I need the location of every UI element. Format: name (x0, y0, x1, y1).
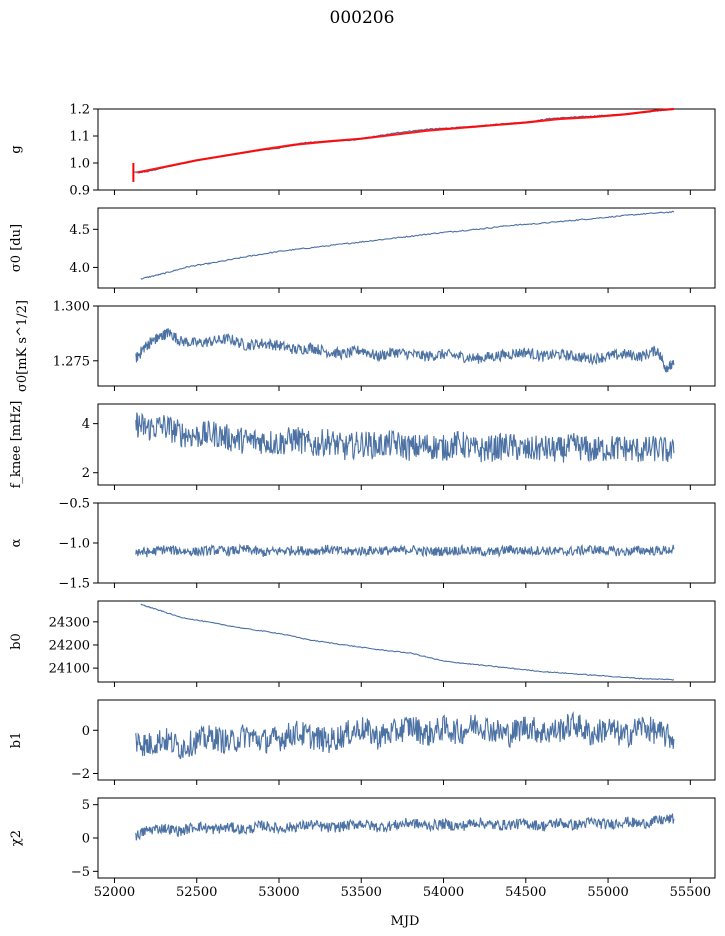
panel-6-ylabel: b0 (9, 633, 24, 650)
panel-5-frame (97, 502, 716, 584)
panel-6-frame (97, 600, 716, 683)
panel-2-series-line (140, 210, 675, 280)
panel-1-ytick-label: 1.1 (69, 130, 90, 145)
panel-2-ytick-label: 4.0 (69, 261, 90, 276)
x-axis-label: MJD (391, 914, 420, 929)
panel-4-series-line (135, 412, 675, 463)
panel-1-ytick-label: 0.9 (69, 184, 90, 199)
panel-6-series-line (140, 603, 675, 681)
figure-title: 000206 (330, 8, 395, 28)
panel-2-ytick-label: 4.5 (69, 223, 90, 238)
panel-2-ylabel: σ0 [du] (9, 224, 24, 272)
panel-4-ylabel: f_knee [mHz] (9, 401, 24, 489)
xtick-label: 54000 (423, 885, 464, 900)
xtick-label: 52500 (176, 885, 217, 900)
panel-2-frame (97, 207, 716, 289)
panel-1-frame (97, 108, 716, 191)
panel-4-ytick-label: 4 (82, 417, 90, 432)
panel-5-ytick-label: −0.5 (58, 497, 90, 512)
panel-4-ytick-label: 2 (82, 466, 90, 481)
panel-3-series-line (135, 328, 675, 373)
panel-1-ylabel: g (9, 145, 24, 153)
panel-7-series-line (135, 710, 675, 760)
panel-6-ytick-label: 24300 (49, 615, 90, 630)
xtick-label: 54500 (505, 885, 546, 900)
panel-8-frame (97, 797, 716, 879)
panel-7-ytick-label: −2 (71, 767, 90, 782)
panel-3-ytick-label: 1.275 (53, 354, 90, 369)
panel-4-frame (97, 403, 716, 486)
xtick-label: 53500 (341, 885, 382, 900)
panel-3-frame (97, 305, 716, 387)
xtick-label: 55000 (587, 885, 628, 900)
panel-1-series-line (132, 108, 675, 174)
panel-7-ylabel: b1 (9, 732, 24, 749)
panel-5-ytick-label: −1.5 (58, 577, 90, 592)
panel-5-ytick-label: −1.0 (58, 537, 90, 552)
xtick-label: 53000 (258, 885, 299, 900)
panel-5-series-line (135, 543, 675, 558)
panel-5-ylabel: α (9, 538, 24, 547)
panel-1-ytick-label: 1.2 (69, 103, 90, 118)
panel-8-ylabel: χ2 (9, 830, 24, 846)
panel-8-ytick-label: 5 (82, 798, 90, 813)
xtick-label: 52000 (94, 885, 135, 900)
panel-1-ytick-label: 1.0 (69, 157, 90, 172)
panel-8-ytick-label: −5 (71, 865, 90, 880)
panel-3-ytick-label: 1.300 (53, 300, 90, 315)
panel-6-ytick-label: 24100 (49, 662, 90, 677)
panel-6-ytick-label: 24200 (49, 638, 90, 653)
panel-7-ytick-label: 0 (82, 724, 90, 739)
panel-8-ytick-label: 0 (82, 832, 90, 847)
panel-7-frame (97, 699, 716, 781)
panel-3-ylabel: σ0[mK s^1/2] (15, 300, 30, 392)
xtick-label: 55500 (670, 885, 711, 900)
panel-1-fit-line (137, 107, 674, 174)
panel-8-series-line (135, 813, 675, 841)
